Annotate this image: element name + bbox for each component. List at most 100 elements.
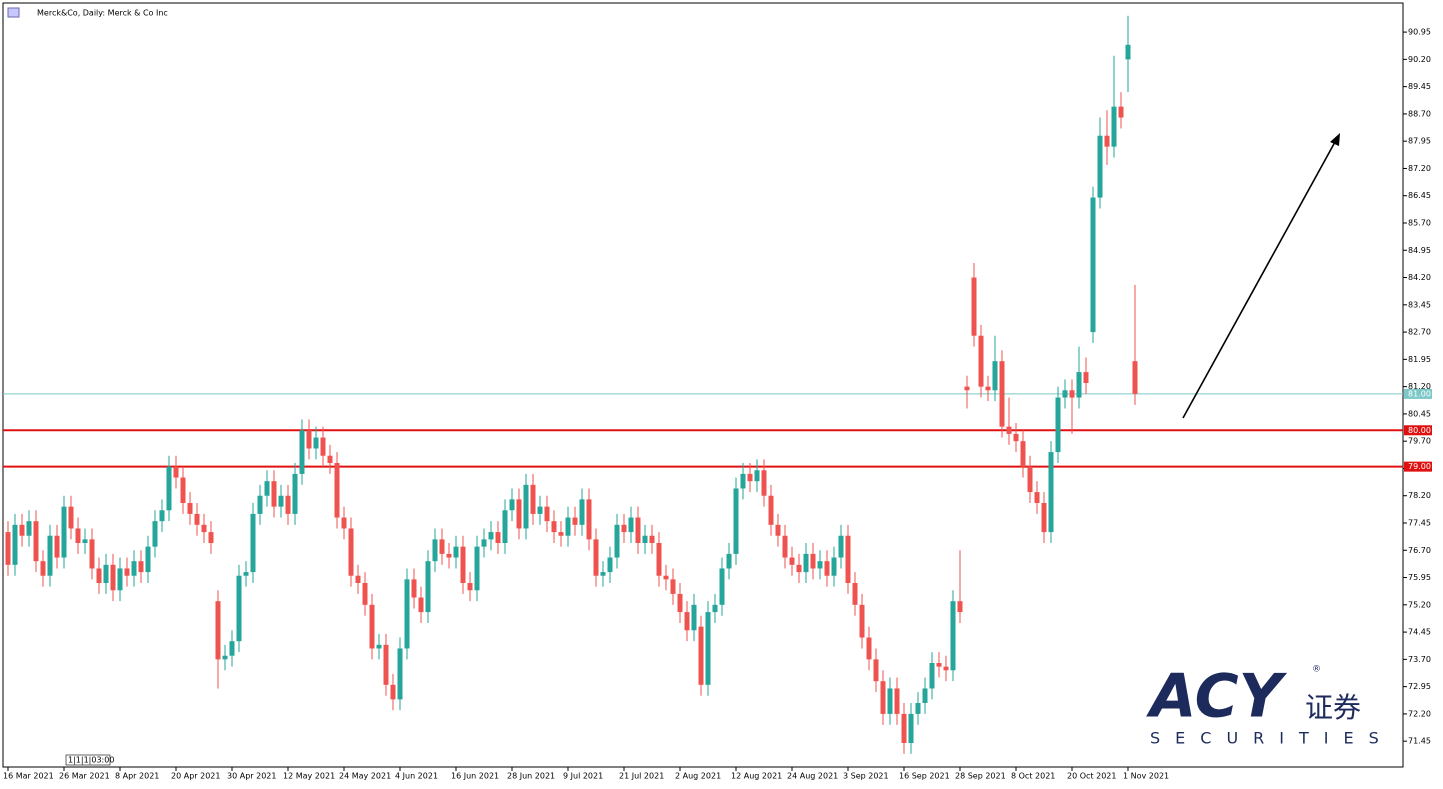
y-tick-label: 76.70 (1408, 546, 1431, 555)
candle-body (12, 524, 18, 565)
y-tick-label: 80.45 (1408, 409, 1431, 418)
x-tick-label: 24 Aug 2021 (787, 772, 838, 781)
candle-body (523, 484, 529, 529)
y-tick-label: 71.45 (1408, 737, 1431, 746)
candle-body (922, 688, 928, 703)
candle-body (467, 583, 473, 591)
candle-body (845, 535, 851, 583)
candle-body (145, 546, 151, 573)
candle-body (971, 277, 977, 336)
y-tick-label: 84.20 (1408, 273, 1431, 282)
candle-body (61, 506, 67, 558)
candle-body (1055, 397, 1061, 453)
candle-body (796, 564, 802, 573)
candle-body (558, 532, 564, 536)
candle-body (1041, 503, 1047, 533)
candle-body (572, 517, 578, 525)
y-tick-label: 87.20 (1408, 164, 1431, 173)
x-tick-label: 28 Jun 2021 (507, 772, 555, 781)
y-tick-label: 86.45 (1408, 191, 1431, 200)
candle-body (957, 601, 963, 613)
y-tick-label: 84.95 (1408, 246, 1431, 255)
candle-body (320, 437, 326, 456)
chart-title: Merck&Co, Daily: Merck & Co Inc (37, 9, 168, 18)
candle-body (992, 361, 998, 391)
x-tick-label: 30 Apr 2021 (227, 772, 276, 781)
candle-body (1076, 372, 1082, 398)
y-tick-label: 87.95 (1408, 137, 1431, 146)
candle-body (124, 568, 130, 576)
logo-chinese: 证券 (1305, 691, 1361, 724)
candle-body (327, 455, 333, 463)
x-tick-label: 21 Jul 2021 (619, 772, 664, 781)
candle-body (215, 601, 221, 660)
candle-body (47, 535, 53, 576)
candle-body (775, 524, 781, 536)
candle-body (852, 583, 858, 605)
candle-body (901, 713, 907, 743)
x-tick-label: 12 May 2021 (283, 772, 335, 781)
symbol-icon (7, 7, 20, 18)
candle-body (26, 521, 32, 536)
candle-body (376, 644, 382, 649)
candle-body (1132, 361, 1138, 394)
candle-body (635, 517, 641, 543)
y-tick-label: 81.20 (1408, 382, 1431, 391)
x-tick-label: 28 Sep 2021 (955, 772, 1006, 781)
candle-body (1006, 426, 1012, 434)
candle-body (383, 644, 389, 685)
candle-body (838, 535, 844, 558)
candle-body (936, 663, 942, 667)
candle-body (474, 546, 480, 591)
x-tick-label: 8 Apr 2021 (115, 772, 159, 781)
x-tick-label: 1 Nov 2021 (1123, 772, 1169, 781)
candle-body (110, 564, 116, 591)
candle-body (600, 572, 606, 576)
candle-body (1027, 466, 1033, 493)
x-tick-label: 8 Oct 2021 (1011, 772, 1055, 781)
candle-body (481, 539, 487, 547)
levels: 81.00 80.00 79.00 (3, 388, 1432, 472)
candle-body (586, 499, 592, 540)
candle-body (684, 612, 690, 631)
candle-body (201, 524, 207, 533)
x-tick-label: 16 Sep 2021 (899, 772, 950, 781)
y-tick-label: 89.45 (1408, 82, 1431, 91)
candle-body (747, 473, 753, 482)
candle-body (649, 535, 655, 543)
candle-body (810, 553, 816, 569)
candle-body (908, 713, 914, 743)
candle-body (985, 386, 991, 391)
candle-body (250, 513, 256, 573)
x-tick-label: 24 May 2021 (339, 772, 391, 781)
candle-body (131, 561, 137, 576)
candle-body (460, 546, 466, 583)
grid: 71.45 72.20 72.95 73.70 74.45 75.20 75.95 76.70… (3, 28, 1431, 781)
x-tick-label: 16 Mar 2021 (3, 772, 54, 781)
logo-brand: ACY (1146, 662, 1288, 732)
y-tick-label: 81.95 (1408, 355, 1431, 364)
candle-body (159, 510, 165, 522)
candle-body (719, 568, 725, 605)
x-tick-label: 12 Aug 2021 (731, 772, 782, 781)
candle-body (411, 579, 417, 598)
level-label: 81.00 (1408, 389, 1431, 398)
candle-body (824, 561, 830, 576)
candle-body (950, 601, 956, 671)
candle-body (1090, 197, 1096, 333)
candle-body (670, 579, 676, 594)
y-tick-label: 79.70 (1408, 437, 1431, 446)
candle-body (348, 528, 354, 576)
candle-body (40, 561, 46, 576)
candle-body (96, 568, 102, 583)
arrow-head (1330, 133, 1340, 146)
candle-body (1097, 135, 1103, 198)
candle-body (740, 473, 746, 489)
candle-body (614, 524, 620, 558)
candle-body (1125, 44, 1131, 60)
candle-body (313, 437, 319, 449)
candle-body (859, 604, 865, 638)
candle-body (68, 506, 74, 529)
candle-body (593, 539, 599, 576)
x-tick-label: 3 Sep 2021 (843, 772, 889, 781)
